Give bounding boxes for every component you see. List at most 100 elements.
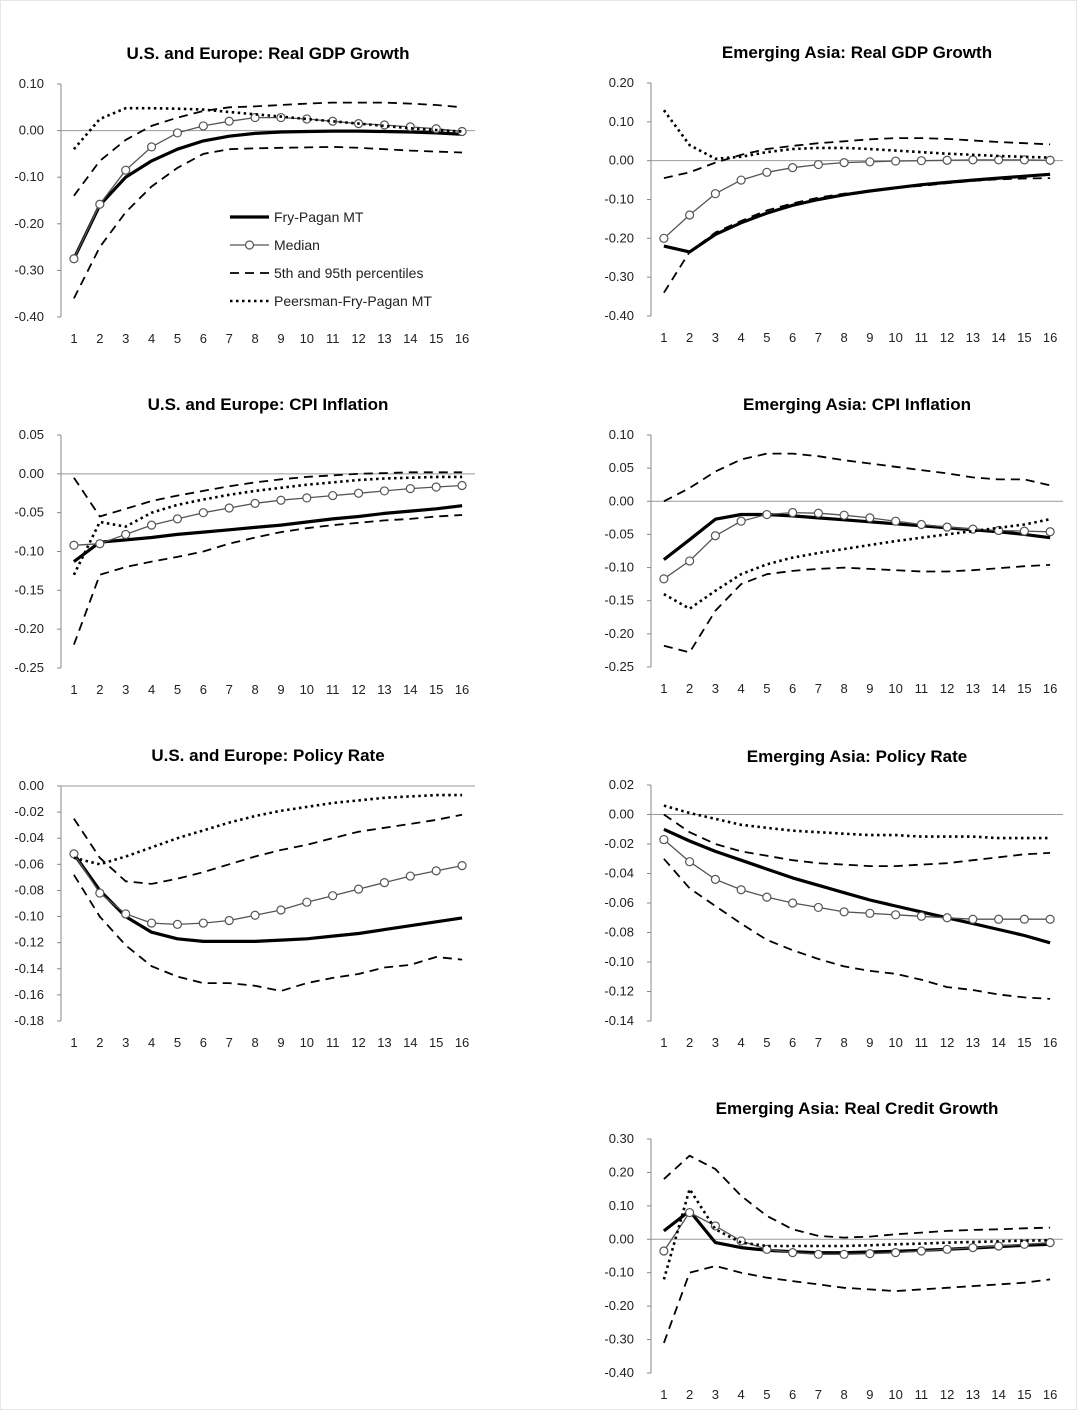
ea-cpi-x-tick-label: 5 [763, 681, 770, 696]
us-gdp-median-point [431, 124, 441, 134]
ea-rate-y-tick-label: -0.02 [604, 836, 634, 851]
legend-label-fry_pagan: Fry-Pagan MT [274, 209, 364, 225]
ea-rate-x-tick-label: 16 [1043, 1035, 1057, 1050]
us-rate-x-tick-label: 14 [403, 1035, 417, 1050]
us-rate-median-point [431, 866, 441, 876]
ea-credit-y-tick-label: -0.10 [604, 1265, 634, 1280]
ea-credit-median-point [659, 1246, 669, 1256]
ea-gdp-x-tick-label: 1 [660, 330, 667, 345]
us-cpi-x-tick-label: 14 [403, 682, 417, 697]
ea-cpi-series-p95 [663, 452, 1051, 503]
legend-label-pct: 5th and 95th percentiles [274, 265, 423, 281]
ea-gdp-x-tick-label: 3 [712, 330, 719, 345]
ea-rate-x-tick-label: 12 [940, 1035, 954, 1050]
ea-gdp-median-point [813, 159, 823, 170]
ea-cpi-x-tick-label: 15 [1017, 681, 1031, 696]
us-gdp-x-tick-label: 7 [226, 331, 233, 346]
us-cpi-y-tick-label: 0.00 [19, 466, 44, 481]
ea-credit-median-point [762, 1244, 772, 1254]
ea-cpi-x-tick-label: 14 [991, 681, 1005, 696]
ea-cpi-median-point [891, 516, 901, 526]
ea-cpi-x-tick-label: 6 [789, 681, 796, 696]
ea-credit-x-tick-label: 7 [815, 1387, 822, 1402]
us-gdp-median-point [146, 142, 157, 152]
ea-gdp-x-tick-label: 12 [940, 330, 954, 345]
us-gdp-y-tick-label: -0.40 [14, 309, 44, 324]
ea-credit-x-tick-label: 15 [1017, 1387, 1031, 1402]
us-rate-x-tick-label: 8 [251, 1035, 258, 1050]
us-gdp-series-p5 [73, 145, 463, 299]
ea-rate-y-tick-label: -0.10 [604, 954, 634, 969]
ea-rate-median-point [659, 834, 669, 845]
us-rate-series-p5 [73, 874, 463, 992]
ea-gdp-median-point [762, 167, 772, 177]
ea-gdp-median-point [865, 157, 875, 167]
ea-credit-median-point [685, 1207, 695, 1218]
ea-rate-title: Emerging Asia: Policy Rate [747, 747, 967, 766]
ea-gdp-y-tick-label: -0.20 [604, 230, 634, 245]
ea-cpi-median-point [659, 574, 669, 584]
ea-gdp-median-point [916, 156, 926, 166]
us-gdp-x-tick-label: 9 [277, 331, 284, 346]
ea-credit-x-tick-label: 8 [841, 1387, 848, 1402]
ea-rate-series-peersman [663, 804, 1051, 840]
ea-cpi-x-tick-label: 2 [686, 681, 693, 696]
us-rate-y-tick-label: -0.16 [14, 987, 44, 1002]
us-gdp-series-median [73, 116, 463, 260]
us-cpi-y-tick-label: -0.05 [14, 505, 44, 520]
ea-credit-series-p5 [663, 1265, 1051, 1344]
ea-cpi-median-point [839, 510, 849, 520]
ea-cpi-y-tick-label: -0.20 [604, 626, 634, 641]
ea-credit-title: Emerging Asia: Real Credit Growth [716, 1099, 999, 1118]
us-rate-x-tick-label: 10 [300, 1035, 314, 1050]
ea-gdp-y-tick-label: -0.30 [604, 269, 634, 284]
us-cpi-x-tick-label: 15 [429, 682, 443, 697]
us-gdp-series-fry_pagan [72, 129, 463, 260]
ea-cpi-x-tick-label: 1 [660, 681, 667, 696]
us-cpi-median-point [198, 508, 208, 518]
ea-gdp-x-tick-label: 9 [866, 330, 873, 345]
ea-rate-x-tick-label: 7 [815, 1035, 822, 1050]
ea-credit-median-point [736, 1236, 746, 1246]
us-rate-x-tick-label: 6 [200, 1035, 207, 1050]
us-cpi-x-tick-label: 12 [351, 682, 365, 697]
ea-credit-median-point [788, 1248, 798, 1258]
us-cpi-series-fry_pagan [72, 504, 463, 563]
ea-cpi-median-point [736, 516, 746, 526]
us-rate-median-point [353, 884, 364, 894]
ea-cpi-x-tick-label: 4 [738, 681, 745, 696]
ea-rate-y-tick-label: 0.02 [609, 777, 634, 792]
us-rate-y-tick-label: -0.12 [14, 935, 44, 950]
us-cpi-median-point [250, 498, 260, 508]
us-rate-median-point [172, 919, 183, 929]
ea-credit-median-point [1019, 1239, 1029, 1249]
ea-gdp-series-peersman [662, 109, 1051, 160]
ea-gdp-median-point [659, 233, 669, 243]
us-cpi-x-tick-label: 16 [455, 682, 469, 697]
us-gdp-x-tick-label: 10 [300, 331, 314, 346]
ea-rate-x-tick-label: 6 [789, 1035, 796, 1050]
ea-cpi-y-tick-label: -0.05 [604, 526, 634, 541]
ea-cpi-median-point [685, 556, 695, 566]
us-gdp-x-tick-label: 12 [351, 331, 365, 346]
ea-gdp-x-tick-label: 5 [763, 330, 770, 345]
us-cpi-series-p5 [73, 514, 463, 646]
ea-gdp-x-tick-label: 6 [789, 330, 796, 345]
ea-cpi-median-point [762, 509, 772, 520]
ea-credit-series-p95 [663, 1154, 1051, 1239]
us-gdp-series-p95 [73, 101, 463, 197]
us-gdp-title: U.S. and Europe: Real GDP Growth [126, 44, 409, 63]
ea-cpi-y-tick-label: -0.15 [604, 593, 634, 608]
us-cpi-x-tick-label: 8 [251, 682, 258, 697]
us-cpi-median-point [146, 520, 157, 530]
ea-gdp-x-tick-label: 2 [686, 330, 693, 345]
ea-rate-x-tick-label: 9 [866, 1035, 873, 1050]
us-rate-y-tick-label: -0.06 [14, 856, 44, 871]
ea-gdp-x-tick-label: 4 [738, 330, 745, 345]
ea-rate-series-p95 [663, 813, 1051, 867]
ea-credit-median-point [942, 1244, 952, 1254]
ea-credit-y-tick-label: 0.00 [609, 1231, 634, 1246]
us-cpi-median-point [276, 495, 286, 505]
ea-rate-median-point [865, 908, 875, 918]
ea-rate-y-tick-label: 0.00 [609, 807, 634, 822]
